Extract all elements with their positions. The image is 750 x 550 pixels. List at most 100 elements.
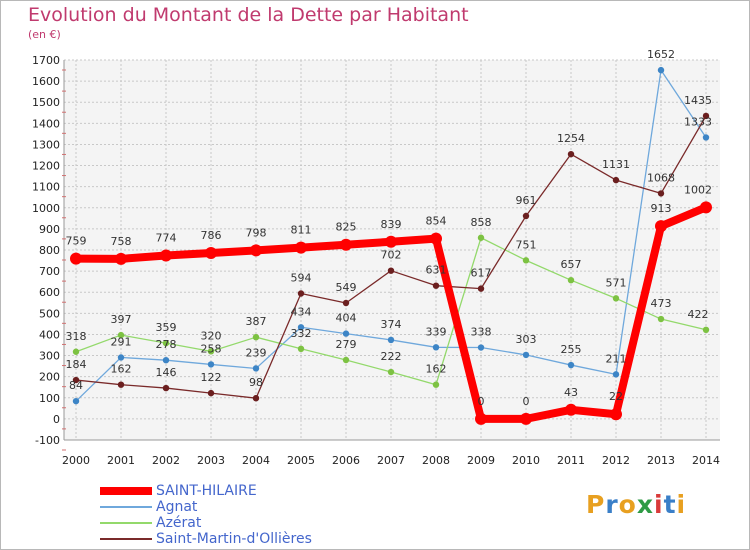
data-point: [432, 344, 440, 351]
y-tick-label: 0: [53, 413, 60, 426]
x-tick-label: 2008: [422, 454, 450, 467]
data-point: [387, 267, 395, 274]
legend-swatch-agnat: [100, 506, 152, 508]
x-tick-label: 2011: [557, 454, 585, 467]
data-label: 239: [246, 346, 267, 359]
data-label: 1435: [684, 94, 712, 107]
data-label: 303: [516, 333, 537, 346]
data-label: 332: [291, 327, 312, 340]
data-label: 786: [201, 229, 222, 242]
data-point: [162, 339, 170, 347]
data-point: [72, 397, 80, 405]
data-point: [115, 252, 127, 265]
data-point: [297, 345, 305, 352]
x-tick-label: 2001: [107, 454, 135, 467]
x-tick-label: 2013: [647, 454, 675, 467]
data-point: [567, 276, 575, 284]
legend-label: Saint-Martin-d'Ollières: [156, 531, 312, 547]
data-point: [700, 201, 712, 214]
data-label: 571: [606, 276, 627, 289]
logo-letter: x: [636, 490, 654, 519]
data-point: [70, 252, 82, 265]
data-point: [610, 408, 622, 421]
data-point: [477, 285, 485, 292]
data-point: [565, 403, 577, 416]
data-point: [430, 232, 442, 245]
data-label: 798: [246, 226, 267, 239]
data-point: [160, 249, 172, 262]
data-label: 404: [336, 312, 357, 325]
data-point: [340, 238, 352, 251]
data-label: 162: [111, 363, 132, 376]
data-point: [205, 246, 217, 259]
line-chart: -100010020030040050060070080090010001100…: [32, 48, 720, 467]
data-point: [207, 361, 215, 368]
data-label: 339: [426, 325, 447, 338]
x-tick-label: 2007: [377, 454, 405, 467]
data-label: 1068: [647, 171, 675, 184]
x-tick-label: 2014: [692, 454, 720, 467]
logo-letter: P: [586, 490, 606, 519]
data-label: 811: [291, 224, 312, 237]
data-point: [387, 336, 395, 344]
legend-swatch-saint-hilaire: [100, 487, 152, 495]
data-label: 184: [66, 358, 87, 371]
data-point: [252, 365, 260, 372]
x-tick-label: 2009: [467, 454, 495, 467]
data-label: 1002: [684, 183, 712, 196]
data-point: [567, 361, 575, 369]
data-point: [520, 412, 532, 425]
y-tick-label: 700: [39, 265, 60, 278]
data-point: [432, 282, 440, 289]
data-label: 320: [201, 329, 222, 342]
data-label: 617: [471, 267, 492, 280]
data-label: 1131: [602, 158, 630, 171]
data-label: 702: [381, 249, 402, 262]
data-point: [297, 324, 305, 331]
x-tick-label: 2012: [602, 454, 630, 467]
y-tick-label: 800: [39, 244, 60, 257]
data-label: 774: [156, 231, 177, 244]
data-point: [72, 376, 80, 384]
data-point: [655, 220, 667, 233]
data-label: 759: [66, 235, 87, 248]
y-tick-label: 300: [39, 350, 60, 363]
y-tick-label: 200: [39, 371, 60, 384]
data-label: 0: [523, 395, 530, 408]
y-tick-label: 600: [39, 286, 60, 299]
y-tick-label: 1500: [32, 96, 60, 109]
legend-label: Azérat: [156, 515, 202, 531]
data-point: [702, 112, 710, 120]
logo-letter: i: [676, 490, 687, 519]
data-label: 162: [426, 363, 447, 376]
data-point: [342, 299, 350, 307]
x-tick-label: 2006: [332, 454, 360, 467]
data-label: 854: [426, 215, 447, 228]
data-label: 422: [688, 308, 709, 321]
data-label: 473: [651, 297, 672, 310]
data-label: 278: [156, 338, 177, 351]
data-point: [432, 381, 440, 388]
data-point: [207, 348, 215, 355]
data-label: 338: [471, 326, 492, 339]
data-label: 1254: [557, 132, 585, 145]
x-tick-label: 2002: [152, 454, 180, 467]
y-tick-label: 1700: [32, 54, 60, 67]
data-label: 318: [66, 330, 87, 343]
logo-letter: o: [618, 490, 637, 519]
data-label: 839: [381, 218, 402, 231]
data-point: [702, 326, 710, 333]
data-label: 397: [111, 313, 132, 326]
logo-letter: r: [605, 490, 619, 519]
x-tick-label: 2003: [197, 454, 225, 467]
data-point: [117, 354, 125, 361]
legend-label: Agnat: [156, 499, 198, 515]
data-label: 594: [291, 271, 312, 284]
x-tick-label: 2005: [287, 454, 315, 467]
chart-title: Evolution du Montant de la Dette par Hab…: [28, 4, 469, 26]
data-point: [250, 244, 262, 257]
data-point: [522, 212, 530, 220]
y-tick-label: -100: [35, 434, 60, 447]
data-label: 122: [201, 371, 222, 384]
data-point: [252, 333, 260, 341]
